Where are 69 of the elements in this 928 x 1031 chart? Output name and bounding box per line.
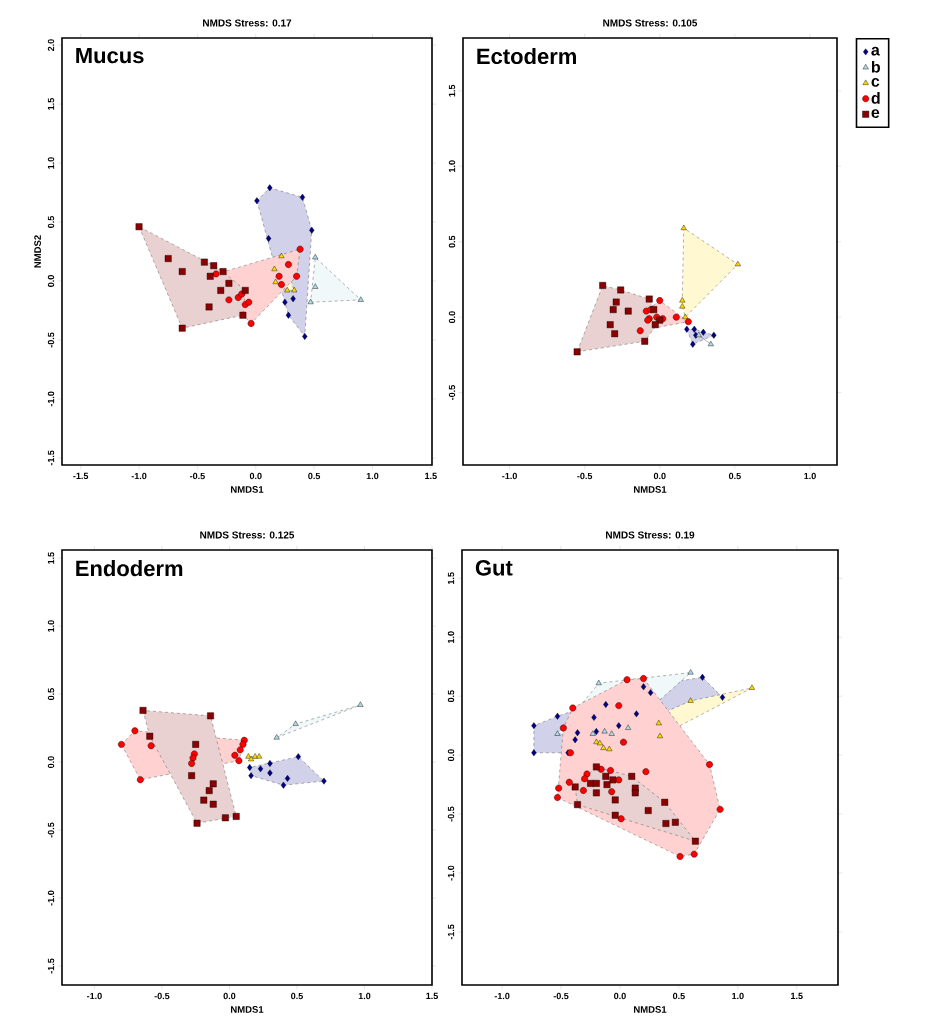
chart-title: NMDS Stress: 0.125 xyxy=(200,531,295,539)
x-tick-label: -0.5 xyxy=(154,992,170,1000)
x-tick-label: 0.0 xyxy=(614,992,626,1000)
y-tick-label: 1.5 xyxy=(47,98,55,110)
legend-label: b xyxy=(871,60,881,73)
x-tick-label: -0.5 xyxy=(577,472,593,480)
y-tick-label: 1.5 xyxy=(47,552,55,564)
annotation: Endoderm xyxy=(76,560,183,577)
x-tick-label: 0.5 xyxy=(291,992,303,1000)
y-tick-label: -1.0 xyxy=(47,890,55,906)
y-tick-label: -0.5 xyxy=(47,822,55,838)
x-tick-label: 0.0 xyxy=(653,472,666,480)
y-tick-label: -1.5 xyxy=(47,958,55,974)
y-tick-label: 1.0 xyxy=(447,631,455,643)
x-axis-title: NMDS1 xyxy=(634,486,667,493)
y-tick-label: 0.0 xyxy=(447,749,455,762)
annotation: Ectoderm xyxy=(477,47,576,65)
x-tick-label: 1.0 xyxy=(358,992,371,1000)
annotation: Mucus xyxy=(76,47,144,64)
x-tick-label: 0.5 xyxy=(672,992,685,1000)
legend-label: c xyxy=(871,78,880,87)
y-tick-label: -1.0 xyxy=(447,865,455,881)
y-tick-label: -0.5 xyxy=(47,332,55,348)
y-tick-label: -1.5 xyxy=(47,450,55,466)
x-tick-label: -0.5 xyxy=(189,472,205,480)
legend-label: d xyxy=(871,92,880,104)
chart-title: NMDS Stress: 0.17 xyxy=(203,19,292,27)
x-tick-label: -1.0 xyxy=(131,472,147,480)
x-tick-label: 1.0 xyxy=(366,472,379,480)
y-tick-label: 0.0 xyxy=(448,311,456,324)
y-tick-label: 0.5 xyxy=(448,235,456,248)
x-tick-label: 1.5 xyxy=(425,472,437,480)
x-tick-label: -1.0 xyxy=(502,472,517,480)
y-axis-title: NMDS2 xyxy=(34,235,41,268)
y-tick-label: 1.0 xyxy=(47,157,55,169)
x-tick-label: 1.0 xyxy=(804,472,816,480)
x-axis-title: NMDS1 xyxy=(231,1006,264,1013)
x-tick-label: 0.0 xyxy=(249,472,262,480)
y-tick-label: 0.5 xyxy=(47,688,55,700)
y-tick-label: 0.5 xyxy=(47,216,55,228)
x-tick-label: -1.0 xyxy=(494,992,510,1000)
chart-title: NMDS Stress: 0.105 xyxy=(603,19,698,27)
x-axis-title: NMDS1 xyxy=(634,1006,667,1013)
x-axis-title: NMDS1 xyxy=(231,486,264,493)
y-tick-label: 0.5 xyxy=(447,690,455,703)
legend-label: a xyxy=(871,46,880,56)
y-tick-label: 2.0 xyxy=(47,39,55,52)
x-tick-label: 1.5 xyxy=(791,992,803,1000)
x-tick-label: -1.0 xyxy=(87,992,102,1000)
x-tick-label: 0.5 xyxy=(308,472,321,480)
y-tick-label: 1.5 xyxy=(447,572,455,584)
annotation: Gut xyxy=(475,560,513,576)
y-tick-label: -1.5 xyxy=(447,924,455,940)
y-tick-label: 1.0 xyxy=(47,620,55,632)
y-tick-label: -0.5 xyxy=(448,385,456,400)
y-tick-label: 0.0 xyxy=(47,275,55,287)
y-tick-label: -0.5 xyxy=(447,806,455,822)
x-tick-label: 1.5 xyxy=(426,992,438,1000)
x-tick-label: 0.0 xyxy=(223,992,236,1000)
y-tick-label: 0.0 xyxy=(47,756,55,768)
legend-label: e xyxy=(871,109,880,118)
x-tick-label: 0.5 xyxy=(728,472,741,480)
y-tick-label: -1.0 xyxy=(47,391,55,407)
x-tick-label: -1.5 xyxy=(73,472,89,480)
y-tick-label: 1.5 xyxy=(448,84,456,97)
x-tick-label: -0.5 xyxy=(553,992,569,1000)
chart-title: NMDS Stress: 0.19 xyxy=(606,531,695,539)
y-tick-label: 1.0 xyxy=(448,160,456,172)
x-tick-label: 1.0 xyxy=(732,992,744,1000)
